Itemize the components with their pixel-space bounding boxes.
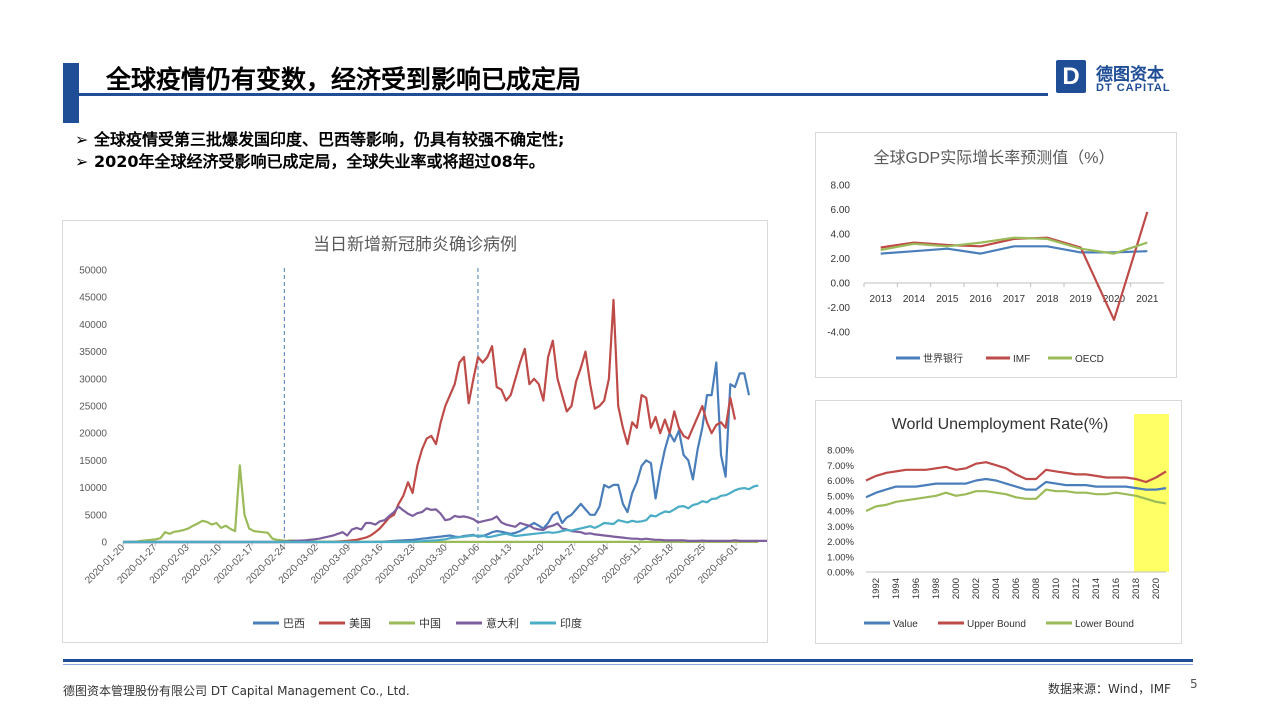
page-title: 全球疫情仍有变数，经济受到影响已成定局 xyxy=(106,65,582,94)
unemployment-chart-panel: World Unemployment Rate(%) 0.00% 1.00% 2.00… xyxy=(815,400,1182,644)
page-number: 5 xyxy=(1190,677,1198,691)
y-tick-label: 1.00% xyxy=(827,552,854,563)
y-tick-label: -4.00 xyxy=(827,328,850,339)
x-tick-label: 2018 xyxy=(1036,294,1059,305)
y-tick-label: 30000 xyxy=(79,374,107,385)
legend-label-印度: 印度 xyxy=(560,616,582,630)
x-tick-label: 1996 xyxy=(911,578,922,599)
y-tick-label: 8.00 xyxy=(831,181,851,192)
y-tick-label: 4.00 xyxy=(831,230,851,241)
y-tick-label: 0.00 xyxy=(831,279,851,290)
y-tick-label: 7.00% xyxy=(827,461,854,472)
x-tick-label: 2010 xyxy=(1051,578,1062,599)
series-line-中国 xyxy=(123,464,759,544)
unemployment-chart: World Unemployment Rate(%) 0.00% 1.00% 2.00… xyxy=(827,414,1169,630)
series-line-印度 xyxy=(123,484,759,544)
legend-label-Lower-Bound: Lower Bound xyxy=(1075,619,1134,630)
logo-mark: D xyxy=(1056,60,1086,93)
series-line-Lower-Bound xyxy=(865,488,1167,512)
bullet-item-1: ➢ 全球疫情受第三批爆发国印度、巴西等影响，仍具有较强不确定性; xyxy=(75,126,564,150)
chart-title: World Unemployment Rate(%) xyxy=(892,416,1109,433)
x-tick-label: 2016 xyxy=(1111,578,1122,599)
x-tick-label: 2016 xyxy=(970,294,993,305)
daily-cases-chart-panel: 当日新增新冠肺炎确诊病例 0 5000 10000 15000 20000 25000 300… xyxy=(62,220,768,643)
series-line-美国 xyxy=(123,298,737,544)
x-tick-label: 2018 xyxy=(1131,578,1142,599)
x-tick-label: 1992 xyxy=(871,578,882,599)
y-tick-label: 45000 xyxy=(79,293,107,304)
legend-label-巴西: 巴西 xyxy=(283,618,305,630)
y-tick-label: 8.00% xyxy=(827,446,854,457)
y-tick-label: 35000 xyxy=(79,347,107,358)
y-tick-label: 50000 xyxy=(79,266,107,277)
y-tick-label: 4.00% xyxy=(827,507,854,518)
y-tick-label: 2.00% xyxy=(827,537,854,548)
gdp-forecast-chart: 全球GDP实际增长率预测值（%） -4.00 -2.00 0.00 2.00 4.00 6.… xyxy=(827,149,1164,365)
series-line-IMF xyxy=(880,211,1149,321)
x-tick-label: 1998 xyxy=(931,578,942,599)
bullet-item-2: ➢ 2020年全球经济受影响已成定局，全球失业率或将超过08年。 xyxy=(75,148,545,172)
legend-label-中国: 中国 xyxy=(419,617,441,630)
bullet-marker-1: ➢ xyxy=(75,130,89,149)
x-tick-label: 2014 xyxy=(903,294,926,305)
legend-label-OECD: OECD xyxy=(1075,354,1104,365)
x-tick-label: 2015 xyxy=(936,294,959,305)
y-tick-label: 40000 xyxy=(79,320,107,331)
bullet-text-2: 2020年全球经济受影响已成定局，全球失业率或将超过08年。 xyxy=(93,152,545,171)
legend-label-Value: Value xyxy=(893,619,918,630)
x-tick-label: 2017 xyxy=(1003,294,1026,305)
y-tick-label: 5.00% xyxy=(827,491,854,502)
y-tick-label: 0 xyxy=(101,538,107,549)
daily-cases-chart: 当日新增新冠肺炎确诊病例 0 5000 10000 15000 20000 25000 300… xyxy=(79,235,768,630)
y-tick-label: 25000 xyxy=(79,402,107,413)
y-tick-label: 6.00 xyxy=(831,205,851,216)
legend-label-世界银行: 世界银行 xyxy=(923,352,963,365)
title-underline xyxy=(63,93,1048,96)
x-tick-label: 2013 xyxy=(870,294,893,305)
x-tick-label: 2000 xyxy=(951,578,962,599)
series-line-巴西 xyxy=(123,361,751,544)
y-tick-label: -2.00 xyxy=(827,303,850,314)
x-tick-label: 2002 xyxy=(971,578,982,599)
chart-title: 全球GDP实际增长率预测值（%） xyxy=(874,149,1115,167)
x-tick-label: 2020 xyxy=(1103,294,1126,305)
y-tick-label: 5000 xyxy=(85,510,108,521)
forecast-highlight-box xyxy=(1134,414,1169,572)
series-line-OECD xyxy=(880,236,1148,255)
x-tick-label: 2008 xyxy=(1031,578,1042,599)
series-line-Upper-Bound xyxy=(865,461,1167,484)
legend-label-美国: 美国 xyxy=(349,617,371,630)
x-tick-label: 2004 xyxy=(991,578,1002,599)
footer-rule-thin xyxy=(63,664,1193,665)
x-tick-label: 1994 xyxy=(891,578,902,599)
chart-title: 当日新增新冠肺炎确诊病例 xyxy=(313,235,517,254)
series-line-Value xyxy=(865,477,1167,499)
y-tick-label: 20000 xyxy=(79,429,107,440)
legend-label-IMF: IMF xyxy=(1013,354,1030,365)
y-tick-label: 3.00% xyxy=(827,522,854,533)
logo-cn-text: 德图资本 xyxy=(1096,65,1164,85)
y-tick-label: 2.00 xyxy=(831,254,851,265)
y-tick-label: 15000 xyxy=(79,456,107,467)
y-tick-label: 0.00% xyxy=(827,568,854,579)
bullet-marker-2: ➢ xyxy=(75,152,89,171)
footer-source: 数据来源：Wind，IMF xyxy=(1048,682,1171,696)
legend-label-意大利: 意大利 xyxy=(486,616,519,630)
x-tick-label: 2012 xyxy=(1071,578,1082,599)
x-tick-label: 2020 xyxy=(1151,578,1162,599)
footer-company: 德图资本管理股份有限公司 DT Capital Management Co., … xyxy=(63,684,410,698)
y-tick-label: 6.00% xyxy=(827,476,854,487)
x-tick-label: 2014 xyxy=(1091,578,1102,599)
legend-label-Upper-Bound: Upper Bound xyxy=(967,619,1026,630)
x-tick-label: 2006 xyxy=(1011,578,1022,599)
bullet-text-1: 全球疫情受第三批爆发国印度、巴西等影响，仍具有较强不确定性; xyxy=(93,130,565,149)
logo-en-text: DT CAPITAL xyxy=(1096,82,1171,94)
footer-rule xyxy=(63,659,1193,662)
y-tick-label: 10000 xyxy=(79,483,107,494)
x-tick-label: 2021 xyxy=(1136,294,1159,305)
x-tick-label: 2019 xyxy=(1070,294,1093,305)
gdp-chart-panel: 全球GDP实际增长率预测值（%） -4.00 -2.00 0.00 2.00 4.00 6.… xyxy=(815,132,1177,378)
